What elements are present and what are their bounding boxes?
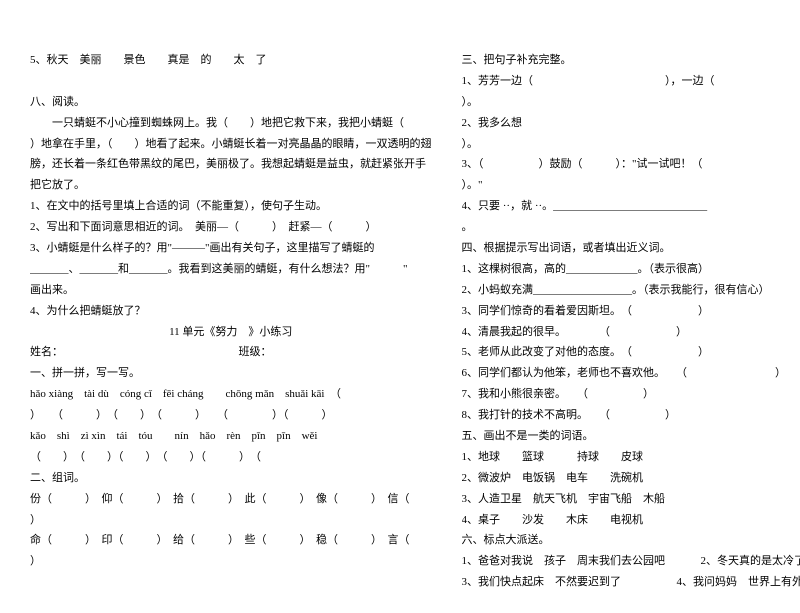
text-line: 5、秋天 美丽 景色 真是 的 太 了 [30,50,432,71]
text-line: 7、我和小熊很亲密。 （ ） [462,384,800,405]
section-heading: 五、画出不是一类的词语。 [462,426,800,447]
text-line: 1、这棵树很高，高的_____________。（表示很高） [462,259,800,280]
section-heading: 六、标点大派送。 [462,530,800,551]
text-line: 。 [462,217,800,238]
text-line: （ ） （ ）（ ） （ ）（ ） （ [30,447,432,468]
text-line: ）。 [462,92,800,113]
text-line: ） （ ） （ ） （ ） （ ）（ ） [30,405,432,426]
class-label: 班级： [239,346,272,358]
text-line: 2、小蚂蚁充满__________________。（表示我能行，很有信心） [462,280,800,301]
text-line: ）。" [462,175,800,196]
text-line: 2、写出和下面词意思相近的词。 美丽—（ ） 赶紧—（ ） [30,217,432,238]
text-line: 1、在文中的括号里填上合适的词（不能重复），使句子生动。 [30,196,432,217]
text-line: 1、地球 篮球 持球 皮球 [462,447,800,468]
text-line: 画出来。 [30,280,432,301]
text-line: 份（ ） 仰（ ） 拾（ ） 此（ ） 像（ ） 信（ [30,489,432,510]
text-line: 3、（ ）鼓励（ ）："试一试吧！（ [462,154,800,175]
text-line: 3、我们快点起床 不然要迟到了 4、我问妈妈 世界上有外星人 [462,572,800,593]
left-column: 5、秋天 美丽 景色 真是 的 太 了 八、阅读。 一只蜻蜓不小心撞到蜘蛛网上。… [30,50,432,593]
name-label: 姓名： [30,346,63,358]
q4: 4、我问妈妈 世界上有外星人 [677,576,800,588]
text-line: ）。 [462,134,800,155]
right-column: 三、把句子补充完整。 1、芳芳一边（ ），一边（ ）。 2、我多么想 ）。 3、… [462,50,800,593]
text-line: 6、同学们都认为他笨，老师也不喜欢他。 （ ） [462,363,800,384]
text-line: 3、小蜻蜓是什么样子的？用"———"画出有关句子，这里描写了蜻蜓的 [30,238,432,259]
text-line: 3、人造卫星 航天飞机 宇宙飞船 木船 [462,489,800,510]
section-heading: 一、拼一拼，写一写。 [30,363,432,384]
text-line: 5、老师从此改变了对他的态度。 （ ） [462,342,800,363]
text-line: 把它放了。 [30,175,432,196]
section-heading: 三、把句子补充完整。 [462,50,800,71]
text-line: 4、桌子 沙发 木床 电视机 [462,510,800,531]
text-line: 4、清晨我起的很早。 （ ） [462,322,800,343]
text-line: 1、爸爸对我说 孩子 周末我们去公园吧 2、冬天真的是太冷了 [462,551,800,572]
text-line: 膀，还长着一条红色带黑纹的尾巴，美丽极了。我想起蜻蜓是益虫，就赶紧张开手 [30,154,432,175]
pinyin-line: hǎo xiàng tài dù cóng cǐ fēi cháng chōng… [30,384,432,405]
text-line: 3、同学们惊奇的看着爱因斯坦。 （ ） [462,301,800,322]
text-line: 一只蜻蜓不小心撞到蜘蛛网上。我（ ）地把它救下来，我把小蜻蜓（ [30,113,432,134]
text-line: ） [30,551,432,572]
text-line: 8、我打针的技术不高明。 （ ） [462,405,800,426]
document-page: 5、秋天 美丽 景色 真是 的 太 了 八、阅读。 一只蜻蜓不小心撞到蜘蛛网上。… [0,0,800,613]
text-line: 1、芳芳一边（ ），一边（ [462,71,800,92]
text-line: ） [30,510,432,531]
section-heading: 二、组词。 [30,468,432,489]
text-line: 2、我多么想 [462,113,800,134]
text-line: 2、微波炉 电饭锅 电车 洗碗机 [462,468,800,489]
name-class-line: 姓名： 班级： [30,342,432,363]
text-line: 4、为什么把蜻蜓放了？ [30,301,432,322]
unit-title: 11 单元《努力 》小练习 [30,322,432,343]
q3: 3、我们快点起床 不然要迟到了 [462,576,622,588]
pinyin-line: kǎo shì zì xìn tái tóu nín hǎo rèn pīn p… [30,426,432,447]
text-line: _______、_______和_______。我看到这美丽的蜻蜓，有什么想法？… [30,259,432,280]
section-heading: 四、根据提示写出词语，或者填出近义词。 [462,238,800,259]
text-line: 命（ ） 印（ ） 给（ ） 些（ ） 稳（ ） 言（ [30,530,432,551]
text-line: 4、只要 ··，就 ··。___________________________… [462,196,800,217]
section-heading: 八、阅读。 [30,92,432,113]
text-line: ）地拿在手里，（ ）地看了起来。小蜻蜓长着一对亮晶晶的眼睛，一双透明的翅 [30,134,432,155]
text-line [30,71,432,92]
